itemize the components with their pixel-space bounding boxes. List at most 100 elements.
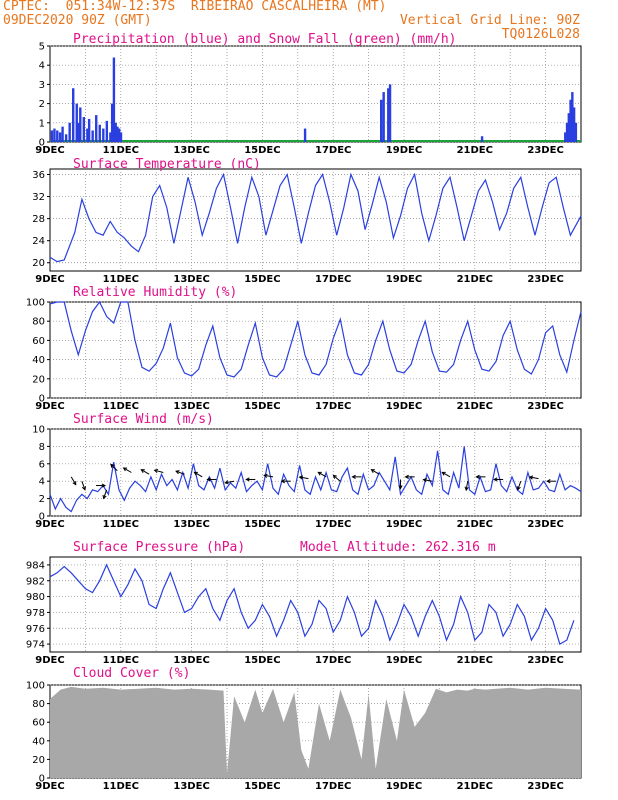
x-tick-label: 9DEC: [35, 145, 64, 156]
wind-arrow-head: [153, 468, 159, 473]
wind-arrow: [264, 474, 274, 478]
wind-arrow-head: [224, 480, 229, 485]
precip-bar: [105, 120, 109, 142]
precip-bar: [110, 103, 114, 142]
precip-bar: [574, 122, 578, 142]
x-tick-label: 21DEC: [457, 145, 493, 156]
wind-arrow-head: [317, 471, 322, 476]
y-tick-label: 2: [39, 99, 45, 110]
wind-arrow-head: [546, 479, 551, 484]
x-tick-label: 15DEC: [244, 781, 280, 792]
y-tick-label: 982: [26, 576, 45, 587]
x-tick-label: 9DEC: [35, 274, 64, 285]
wind-arrow: [465, 481, 469, 491]
wind-arrow-head: [101, 483, 107, 488]
y-tick-label: 984: [26, 560, 45, 571]
precip-bar: [114, 122, 117, 142]
x-tick-label: 23DEC: [527, 655, 563, 666]
y-tick-label: 20: [32, 755, 45, 766]
precip-bar: [387, 88, 390, 142]
panel-title: Surface Pressure (hPa): [73, 540, 245, 555]
x-tick-label: 17DEC: [315, 145, 351, 156]
wind-arrow-head: [206, 477, 211, 482]
wind-arrow-head: [370, 469, 375, 473]
panel-frame: [49, 428, 582, 517]
x-tick-label: 23DEC: [527, 274, 563, 285]
y-tick-label: 80: [32, 699, 45, 710]
precip-bar: [95, 115, 98, 142]
precip-bar: [79, 107, 82, 142]
x-tick-label: 17DEC: [315, 401, 351, 412]
x-tick-label: 19DEC: [386, 401, 422, 412]
precip-bar: [72, 88, 75, 142]
x-tick-label: 19DEC: [386, 145, 422, 156]
precip-bar: [50, 130, 54, 142]
series-line: [49, 300, 582, 378]
precip-bar: [64, 134, 68, 142]
series-line: [49, 446, 582, 513]
precip-bar: [564, 132, 567, 142]
x-tick-label: 11DEC: [103, 781, 139, 792]
x-tick-label: 11DEC: [103, 145, 139, 156]
x-tick-label: 15DEC: [244, 519, 280, 530]
wind-arrow: [225, 480, 235, 484]
y-tick-label: 24: [32, 236, 45, 247]
wind-arrow-head: [528, 475, 534, 480]
y-tick-label: 6: [39, 459, 45, 470]
x-tick-label: 23DEC: [527, 519, 563, 530]
x-tick-label: 13DEC: [173, 519, 209, 530]
x-tick-label: 19DEC: [386, 274, 422, 285]
precip-bar: [61, 126, 64, 142]
precip-bar: [119, 132, 123, 142]
cloud-area: [50, 686, 581, 778]
x-tick-label: 9DEC: [35, 401, 64, 412]
precip-bar: [77, 122, 80, 142]
wind-arrow-head: [332, 474, 337, 479]
precip-bar: [82, 117, 86, 142]
panel-frame: [49, 301, 582, 399]
y-tick-label: 28: [32, 214, 45, 225]
wind-arrow: [70, 476, 77, 485]
wind-arrow-head: [193, 471, 198, 476]
wind-arrow-head: [475, 474, 480, 479]
precip-bar: [565, 122, 569, 142]
y-tick-label: 20: [32, 374, 45, 385]
wind-arrow-head: [122, 467, 128, 472]
precip-bar: [102, 128, 105, 142]
y-tick-label: 10: [32, 425, 45, 436]
x-tick-label: 13DEC: [173, 401, 209, 412]
x-tick-label: 23DEC: [527, 145, 563, 156]
wind-arrow-head: [404, 474, 409, 479]
precip-bar: [75, 103, 78, 142]
panel-title: Precipitation (blue) and Snow Fall (gree…: [73, 32, 457, 47]
y-tick-label: 60: [32, 718, 45, 729]
y-tick-label: 100: [26, 298, 45, 309]
x-tick-label: 21DEC: [457, 655, 493, 666]
precip-bar: [379, 99, 383, 142]
x-tick-label: 13DEC: [173, 655, 209, 666]
wind-arrow: [123, 467, 132, 473]
x-tick-label: 19DEC: [386, 655, 422, 666]
y-tick-label: 0: [39, 394, 45, 405]
y-tick-label: 4: [39, 477, 45, 488]
y-tick-label: 32: [32, 192, 45, 203]
y-tick-label: 1: [39, 118, 45, 129]
precip-bar: [53, 128, 56, 142]
precip-bar: [480, 136, 484, 142]
x-tick-label: 9DEC: [35, 519, 64, 530]
x-tick-label: 15DEC: [244, 274, 280, 285]
precip-bar: [388, 84, 392, 142]
y-tick-label: 8: [39, 442, 45, 453]
x-tick-label: 17DEC: [315, 274, 351, 285]
y-tick-label: 0: [39, 774, 45, 785]
precip-bar: [382, 92, 385, 142]
x-tick-label: 21DEC: [457, 401, 493, 412]
wind-arrow-head: [81, 486, 86, 491]
wind-arrow: [110, 464, 118, 472]
x-tick-label: 15DEC: [244, 401, 280, 412]
wind-arrow-head: [298, 475, 304, 480]
precip-bar: [571, 92, 574, 142]
x-tick-label: 11DEC: [103, 519, 139, 530]
precip-bar: [118, 128, 121, 142]
series-line: [49, 172, 582, 263]
